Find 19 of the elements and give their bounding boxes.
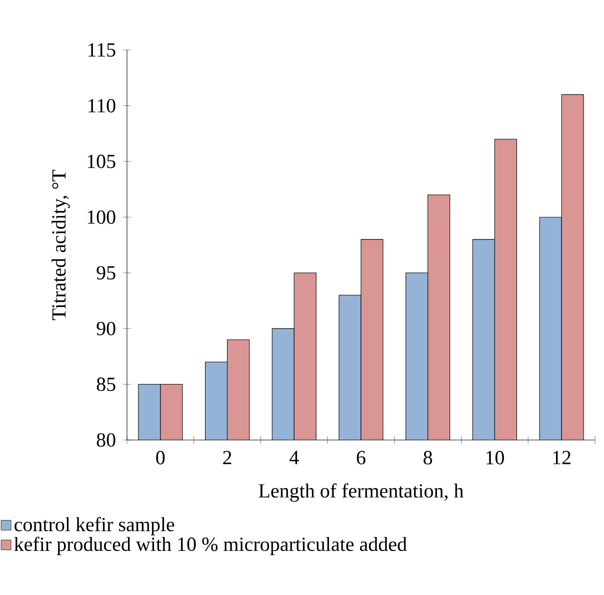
y-tick-label: 95 [96, 266, 116, 280]
legend-label: control kefir sample [14, 517, 174, 536]
x-tick-label: 12 [553, 450, 570, 464]
x-tick-label: 10 [486, 450, 504, 464]
y-tick-label: 110 [88, 98, 116, 112]
y-tick-label: 90 [96, 322, 116, 336]
y-tick-label: 115 [88, 43, 116, 57]
x-tick-label: 6 [356, 450, 366, 464]
y-tick-label: 100 [88, 210, 116, 224]
y-tick-label: 85 [96, 378, 116, 392]
x-tick-label: 8 [424, 450, 432, 464]
y-axis-title: Titrated acidity, °T [52, 170, 70, 320]
x-axis-title: Length of fermentation, h [258, 483, 464, 502]
x-tick-label: 0 [156, 450, 165, 464]
x-tick-label: 2 [223, 450, 232, 464]
x-tick-label: 4 [290, 450, 299, 464]
legend-label: kefir produced with 10 % microparticulate added [14, 536, 407, 556]
y-tick-label: 105 [88, 154, 116, 168]
y-tick-label: 80 [96, 433, 116, 447]
